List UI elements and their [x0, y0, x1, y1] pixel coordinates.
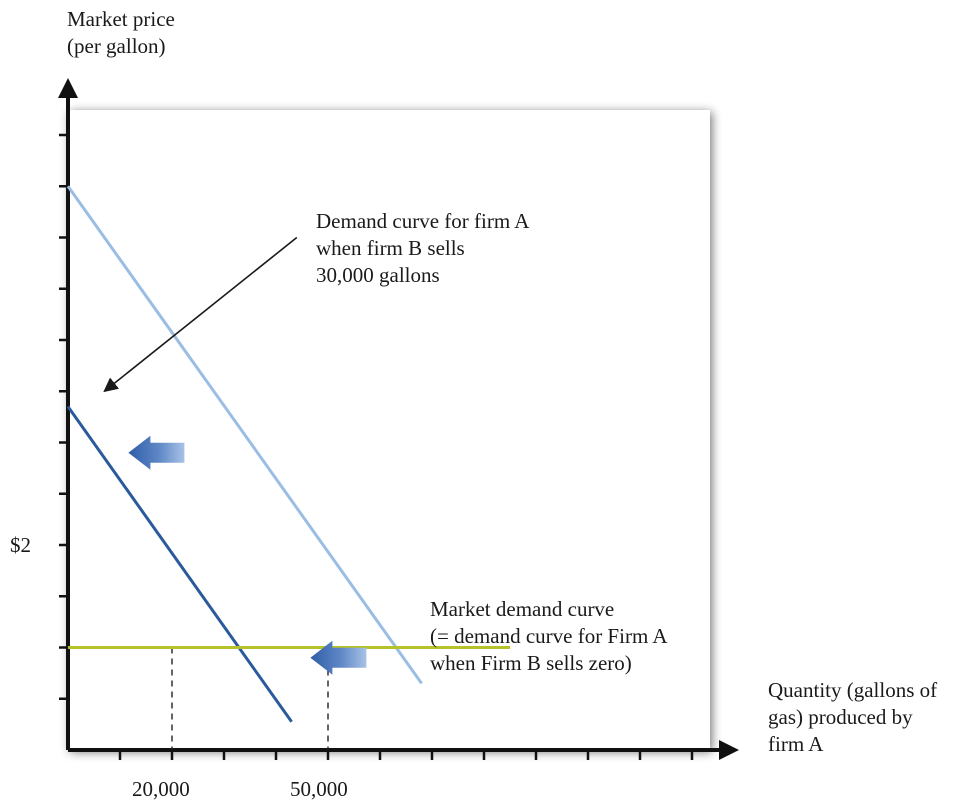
x-axis-label-line: gas) produced by: [768, 705, 913, 729]
x-axis-label: Quantity (gallons of gas) produced by fi…: [768, 677, 937, 758]
y-tick-label-2: $2: [10, 533, 31, 557]
annotation-line: 30,000 gallons: [316, 263, 440, 287]
annotation-line: Demand curve for firm A: [316, 209, 530, 233]
annotation-line: when firm B sells: [316, 236, 465, 260]
x-tick-label-50000: 50,000: [290, 777, 348, 801]
y-axis-label-line: Market price: [67, 7, 175, 31]
shift-left-arrow-icon: [128, 435, 185, 470]
series-line: [66, 185, 423, 685]
annotation-line: (= demand curve for Firm A: [430, 624, 668, 648]
y-axis-label-line: (per gallon): [67, 34, 166, 58]
series-lines: [66, 185, 510, 723]
shift-arrows: [128, 435, 367, 675]
annotation-line: Market demand curve: [430, 597, 615, 621]
market-demand-annotation: Market demand curve (= demand curve for …: [430, 596, 668, 677]
y-axis-label: Market price (per gallon): [67, 6, 175, 60]
x-axis-label-line: firm A: [768, 732, 824, 756]
axes: [58, 78, 739, 760]
annotation-line: when Firm B sells zero): [430, 651, 632, 675]
series-line: [66, 405, 293, 723]
firm-a-demand-annotation: Demand curve for firm A when firm B sell…: [316, 208, 529, 289]
x-axis-label-line: Quantity (gallons of: [768, 678, 938, 702]
x-tick-label-20000: 20,000: [132, 777, 190, 801]
annotation-pointer: [103, 236, 298, 393]
pointer-arrow-icon: [103, 236, 298, 393]
shift-left-arrow-icon: [310, 640, 367, 675]
plot-panel: [68, 110, 710, 750]
